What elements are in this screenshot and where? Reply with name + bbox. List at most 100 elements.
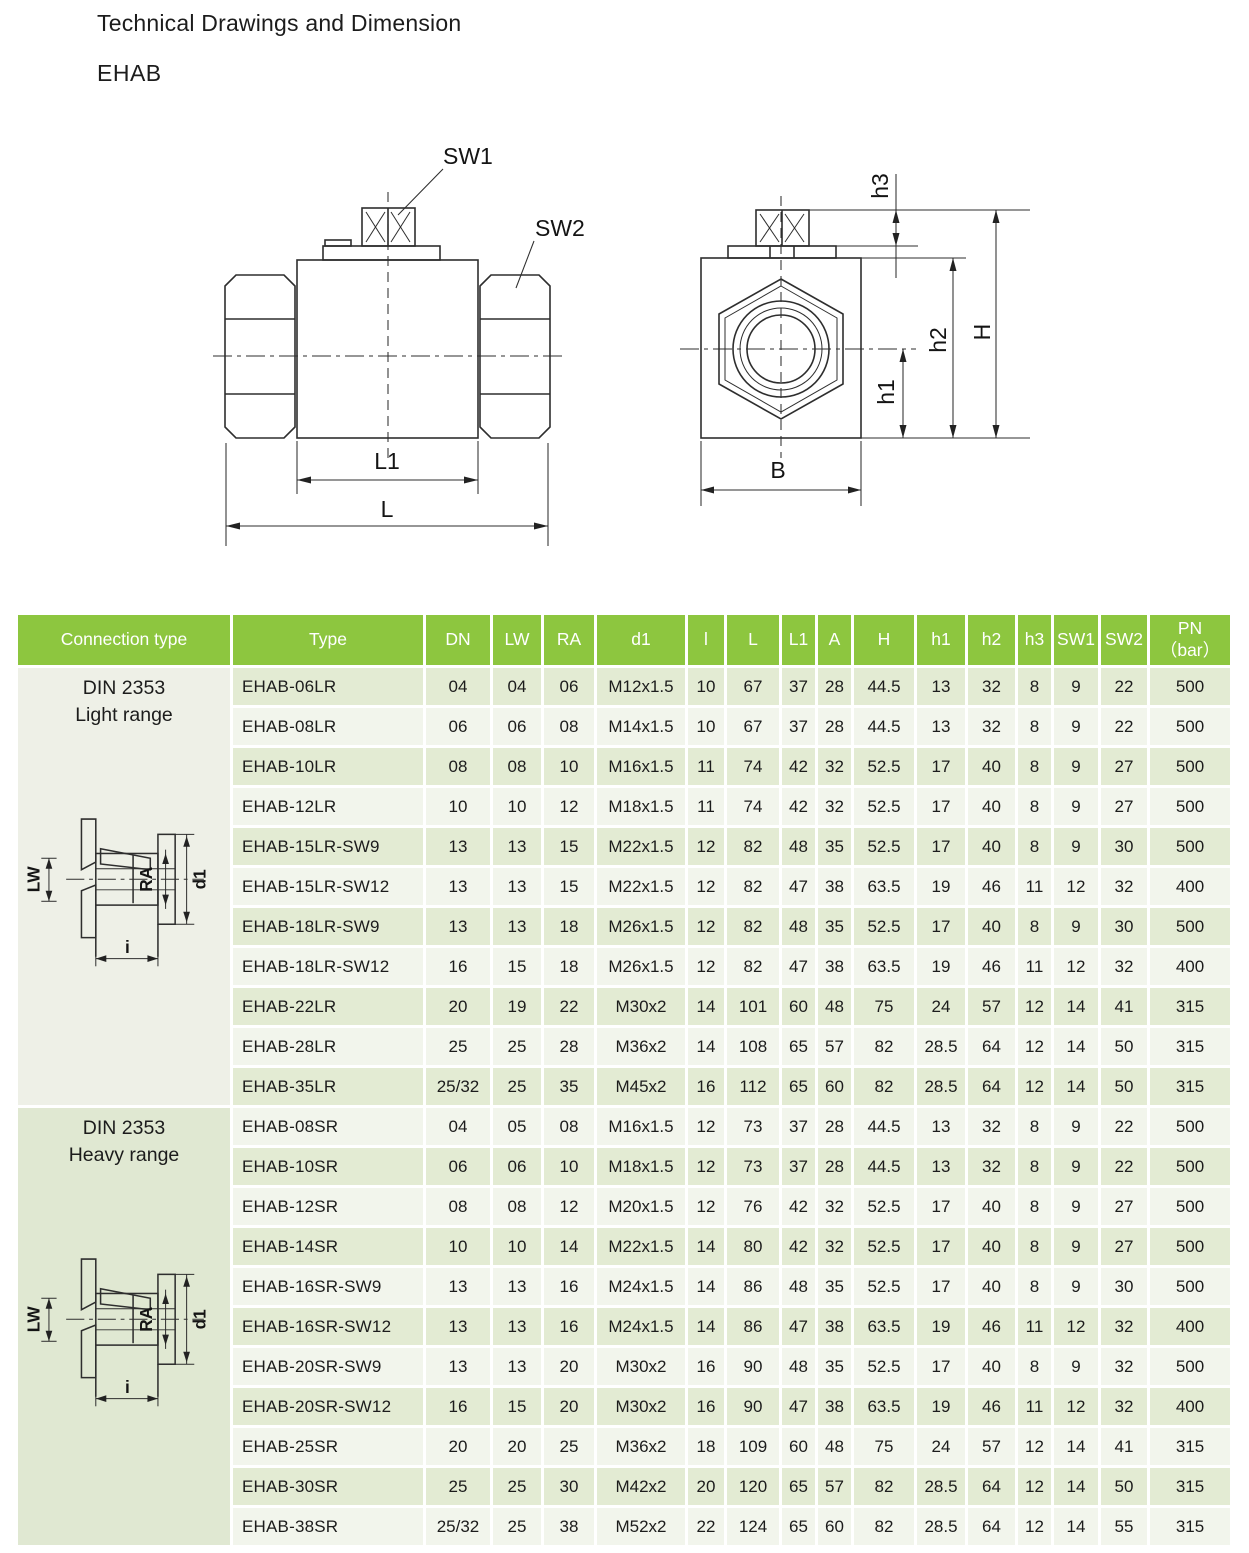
value-cell: 500 xyxy=(1150,908,1230,945)
value-cell: 28.5 xyxy=(917,1468,965,1505)
value-cell: 500 xyxy=(1150,1348,1230,1385)
value-cell: 47 xyxy=(782,1388,815,1425)
value-cell: 24 xyxy=(917,988,965,1025)
value-cell: 500 xyxy=(1150,1228,1230,1265)
value-cell: 06 xyxy=(493,708,541,745)
value-cell: 60 xyxy=(818,1508,851,1545)
side-view-drawing: h3 h1 h2 H B xyxy=(680,173,1030,506)
value-cell: 13 xyxy=(493,1268,541,1305)
value-cell: 52.5 xyxy=(854,828,914,865)
value-cell: 20 xyxy=(544,1348,594,1385)
value-cell: 64 xyxy=(968,1068,1015,1105)
value-cell: 25 xyxy=(544,1428,594,1465)
value-cell: 44.5 xyxy=(854,1108,914,1145)
value-cell: M22x1.5 xyxy=(597,828,685,865)
value-cell: 13 xyxy=(426,1308,490,1345)
value-cell: 73 xyxy=(727,1148,779,1185)
value-cell: 9 xyxy=(1054,708,1098,745)
value-cell: 18 xyxy=(688,1428,724,1465)
table-row: EHAB-12SR 08 08 12 M20x1.5 12 76 42 32 52.5 17 40 8 9… xyxy=(18,1188,1230,1225)
value-cell: 500 xyxy=(1150,708,1230,745)
value-cell: 30 xyxy=(1101,1268,1147,1305)
value-cell: 37 xyxy=(782,1148,815,1185)
value-cell: 500 xyxy=(1150,828,1230,865)
label-sw2: SW2 xyxy=(535,215,585,241)
value-cell: 65 xyxy=(782,1468,815,1505)
type-cell: EHAB-22LR xyxy=(233,988,423,1025)
value-cell: 10 xyxy=(426,788,490,825)
label-b: B xyxy=(770,457,785,483)
value-cell: 11 xyxy=(1018,868,1051,905)
value-cell: 28 xyxy=(818,1108,851,1145)
value-cell: 08 xyxy=(426,748,490,785)
table-row: EHAB-10SR 06 06 10 M18x1.5 12 73 37 28 44.5 13 32 8 9… xyxy=(18,1148,1230,1185)
value-cell: 14 xyxy=(1054,1508,1098,1545)
value-cell: 10 xyxy=(493,788,541,825)
value-cell: M30x2 xyxy=(597,988,685,1025)
value-cell: 40 xyxy=(968,1188,1015,1225)
value-cell: 14 xyxy=(1054,988,1098,1025)
value-cell: 42 xyxy=(782,788,815,825)
value-cell: 32 xyxy=(1101,868,1147,905)
value-cell: 12 xyxy=(1054,868,1098,905)
value-cell: 9 xyxy=(1054,1188,1098,1225)
value-cell: 9 xyxy=(1054,788,1098,825)
value-cell: 27 xyxy=(1101,748,1147,785)
value-cell: 37 xyxy=(782,708,815,745)
value-cell: 32 xyxy=(968,668,1015,705)
column-header: L1 xyxy=(782,615,815,665)
value-cell: 9 xyxy=(1054,1108,1098,1145)
value-cell: 500 xyxy=(1150,1148,1230,1185)
value-cell: 124 xyxy=(727,1508,779,1545)
value-cell: 22 xyxy=(1101,1148,1147,1185)
value-cell: 8 xyxy=(1018,908,1051,945)
value-cell: M16x1.5 xyxy=(597,748,685,785)
table-row: EHAB-38SR 25/32 25 38 M52x2 22 124 65 60 82 28.5 64… xyxy=(18,1508,1230,1545)
column-header: h2 xyxy=(968,615,1015,665)
value-cell: 25/32 xyxy=(426,1508,490,1545)
value-cell: 40 xyxy=(968,748,1015,785)
value-cell: 30 xyxy=(1101,908,1147,945)
value-cell: 63.5 xyxy=(854,1388,914,1425)
value-cell: 13 xyxy=(493,1348,541,1385)
value-cell: 57 xyxy=(818,1028,851,1065)
value-cell: 11 xyxy=(688,788,724,825)
column-header: h3 xyxy=(1018,615,1051,665)
value-cell: 32 xyxy=(968,1148,1015,1185)
value-cell: 28.5 xyxy=(917,1028,965,1065)
value-cell: 17 xyxy=(917,748,965,785)
value-cell: 13 xyxy=(917,668,965,705)
value-cell: 32 xyxy=(818,748,851,785)
value-cell: 67 xyxy=(727,708,779,745)
value-cell: 48 xyxy=(818,988,851,1025)
value-cell: 64 xyxy=(968,1028,1015,1065)
value-cell: 10 xyxy=(544,748,594,785)
value-cell: 48 xyxy=(782,908,815,945)
value-cell: 400 xyxy=(1150,948,1230,985)
value-cell: 11 xyxy=(1018,1308,1051,1345)
value-cell: 63.5 xyxy=(854,868,914,905)
label-ra: RA xyxy=(136,1306,156,1331)
value-cell: 55 xyxy=(1101,1508,1147,1545)
table-row: EHAB-08LR 06 06 08 M14x1.5 10 67 37 28 44.5 13 32 8 9… xyxy=(18,708,1230,745)
label-h3: h3 xyxy=(867,173,893,199)
value-cell: 13 xyxy=(917,1108,965,1145)
connection-type-label: DIN 2353 Heavy range xyxy=(68,1117,180,1167)
table-row: EHAB-35LR 25/32 25 35 M45x2 16 112 65 60 82 28.5 64… xyxy=(18,1068,1230,1105)
value-cell: 57 xyxy=(968,1428,1015,1465)
value-cell: 12 xyxy=(544,788,594,825)
value-cell: 14 xyxy=(688,1028,724,1065)
value-cell: 25 xyxy=(493,1468,541,1505)
value-cell: 8 xyxy=(1018,1108,1051,1145)
value-cell: 17 xyxy=(917,1188,965,1225)
value-cell: M24x1.5 xyxy=(597,1268,685,1305)
value-cell: 06 xyxy=(493,1148,541,1185)
value-cell: 28 xyxy=(544,1028,594,1065)
type-cell: EHAB-35LR xyxy=(233,1068,423,1105)
value-cell: M36x2 xyxy=(597,1028,685,1065)
value-cell: M30x2 xyxy=(597,1348,685,1385)
value-cell: 28 xyxy=(818,708,851,745)
